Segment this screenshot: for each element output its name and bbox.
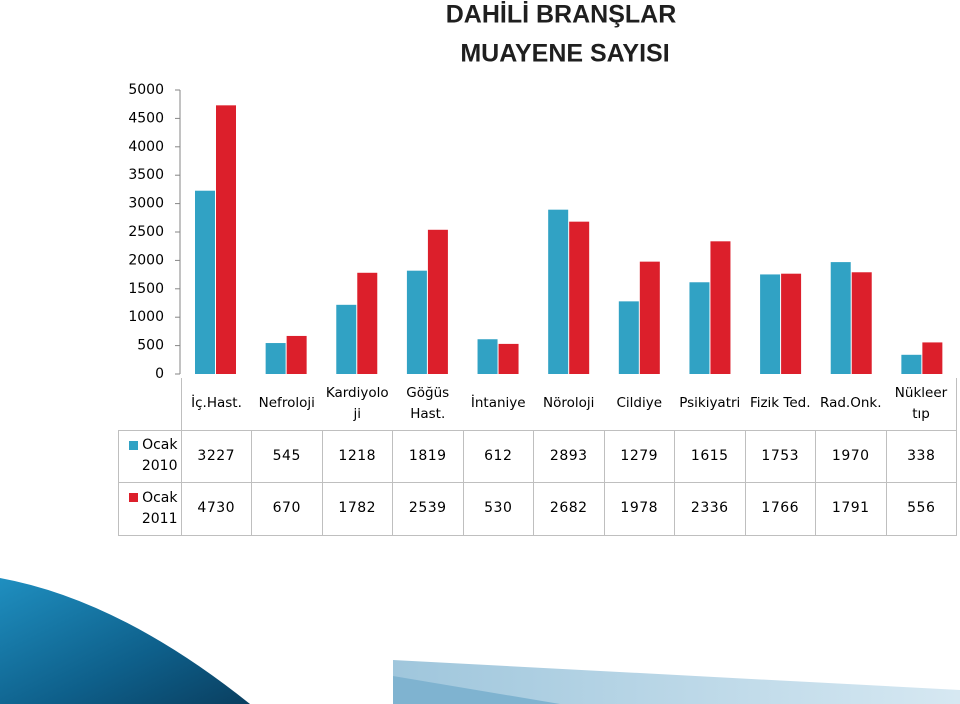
x-tick-label: Rad.Onk.	[815, 378, 886, 431]
legend-label: Ocak 2011	[141, 489, 178, 527]
x-tick-label: Cildiye	[604, 378, 675, 431]
value-label: 1791	[815, 481, 887, 536]
bar	[901, 354, 922, 374]
value-label: 545	[251, 429, 323, 483]
chart-title: DAHİLİ BRANŞLAR	[446, 1, 677, 29]
value-label: 3227	[180, 429, 252, 483]
bar	[618, 301, 639, 374]
series-row: Ocak 2010 3227 545 1218 1819 612 2893 1279 1615 1…	[118, 429, 957, 483]
y-tick-label: 3000	[128, 196, 164, 212]
y-tick-label: 2500	[128, 224, 164, 240]
chart-subtitle: MUAYENE SAYISI	[460, 40, 669, 68]
category-row: İç.Hast. Nefroloji Kardiyoloji Göğüs Hast. İ…	[118, 378, 957, 431]
value-label: 612	[462, 429, 534, 483]
bar	[830, 262, 851, 374]
x-tick-label: İntaniye	[463, 378, 534, 431]
value-label: 1218	[321, 429, 393, 483]
table-corner	[118, 378, 182, 430]
x-tick-label: Fizik Ted.	[745, 378, 816, 431]
bar	[710, 241, 731, 374]
bar	[336, 304, 357, 374]
decor-band	[393, 676, 560, 704]
y-tick-label: 1000	[128, 309, 164, 325]
bar	[760, 274, 781, 374]
value-label: 1970	[815, 429, 887, 483]
legend-cell: Ocak 2010	[118, 429, 182, 483]
bar	[265, 343, 286, 374]
bar	[851, 272, 872, 374]
x-tick-label: Nöroloji	[533, 378, 604, 431]
value-label: 2539	[392, 481, 464, 536]
value-label: 1615	[674, 429, 746, 483]
y-tick-label: 1500	[128, 281, 164, 297]
value-label: 1279	[603, 429, 675, 483]
decor-wave	[0, 578, 250, 704]
value-label: 2682	[533, 481, 605, 536]
value-label: 1978	[603, 481, 675, 536]
decor-band	[393, 660, 960, 704]
bar	[689, 282, 710, 374]
y-tick-label: 5000	[128, 82, 164, 98]
x-tick-label: Göğüs Hast.	[392, 378, 463, 431]
y-tick-label: 500	[137, 338, 164, 354]
value-label: 1753	[744, 429, 816, 483]
x-tick-label: Nükleer tıp	[886, 378, 957, 431]
bar	[498, 343, 519, 374]
value-label: 2336	[674, 481, 746, 536]
bar	[639, 261, 660, 374]
x-tick-label: Psikiyatri	[674, 378, 745, 431]
series-row: Ocak 2011 4730 670 1782 2539 530 2682 1978 2336 1…	[118, 481, 957, 536]
data-table: İç.Hast. Nefroloji Kardiyoloji Göğüs Hast. İ…	[118, 378, 957, 536]
bar	[406, 270, 427, 374]
value-label: 1782	[321, 481, 393, 536]
y-tick-label: 0	[155, 366, 164, 382]
x-tick-label: Nefroloji	[251, 378, 322, 431]
value-label: 530	[462, 481, 534, 536]
bar	[427, 229, 448, 374]
bar	[781, 273, 802, 374]
bar	[286, 335, 307, 374]
value-label: 2893	[533, 429, 605, 483]
y-tick-label: 4500	[128, 110, 164, 126]
y-tick-label: 2000	[128, 252, 164, 268]
bar	[569, 221, 590, 374]
bar	[922, 342, 943, 374]
bar	[195, 190, 215, 374]
bar	[477, 339, 498, 374]
x-tick-label: İç.Hast.	[181, 378, 252, 431]
bar	[548, 209, 569, 374]
x-tick-label: Kardiyoloji	[322, 378, 393, 431]
value-label: 1766	[744, 481, 816, 536]
value-label: 4730	[180, 481, 252, 536]
bar	[357, 272, 378, 374]
legend-label: Ocak 2010	[141, 437, 178, 474]
y-tick-label: 3500	[128, 167, 164, 183]
legend-swatch	[129, 440, 139, 450]
bar	[216, 105, 236, 374]
value-label: 556	[885, 481, 957, 536]
value-label: 338	[885, 429, 957, 483]
value-label: 670	[251, 481, 323, 536]
y-tick-label: 4000	[128, 139, 164, 155]
value-label: 1819	[392, 429, 464, 483]
legend-cell: Ocak 2011	[118, 481, 182, 536]
legend-swatch	[129, 493, 139, 502]
